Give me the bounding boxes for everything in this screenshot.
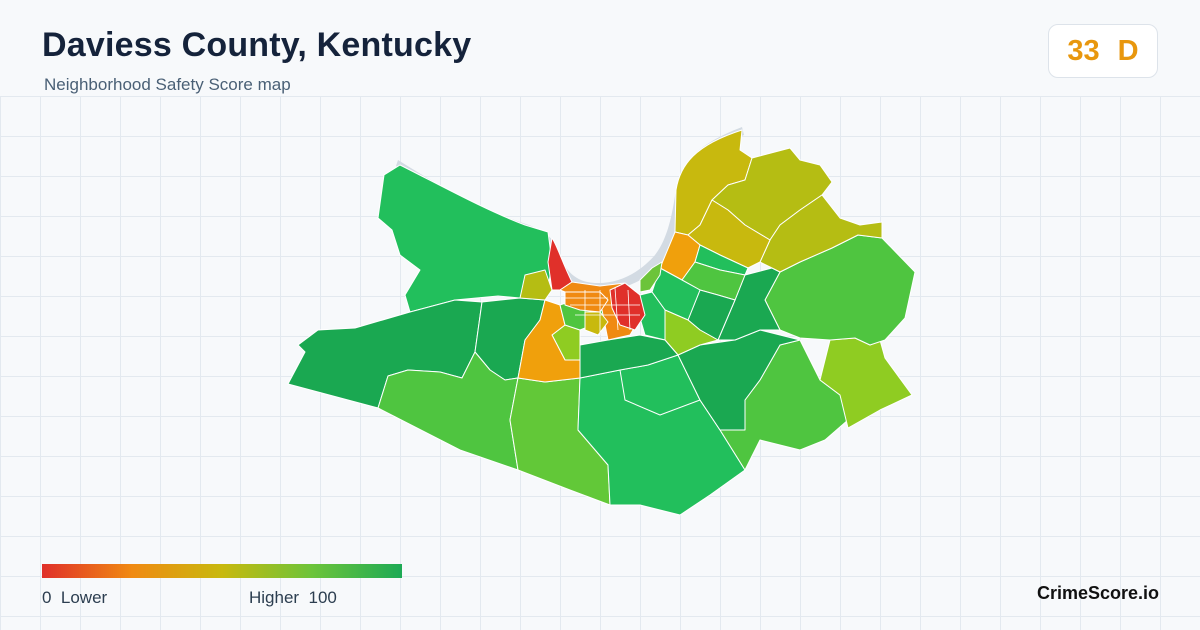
region-northeast-3[interactable] [759,194,883,273]
region-central-south[interactable] [579,334,679,379]
region-riverfront[interactable] [547,237,573,291]
score-badge: 33 D [1048,24,1158,78]
region-north-green[interactable] [639,261,663,293]
page-title: Daviess County, Kentucky [42,26,472,64]
legend-high-label: Higher 100 [249,588,337,607]
page-subtitle: Neighborhood Safety Score map [44,75,291,94]
downtown-streets [565,287,640,335]
score-grade: D [1117,34,1139,67]
brand-logo-text: CrimeScore.io [1037,583,1160,603]
legend-low-label: 0 Lower [42,588,108,607]
region-east-south[interactable] [677,329,801,431]
river [396,127,744,292]
legend-gradient-bar [42,564,402,578]
score-value: 33 [1067,34,1100,67]
region-north-yellow[interactable] [519,269,553,301]
region-downtown-red[interactable] [609,282,646,331]
